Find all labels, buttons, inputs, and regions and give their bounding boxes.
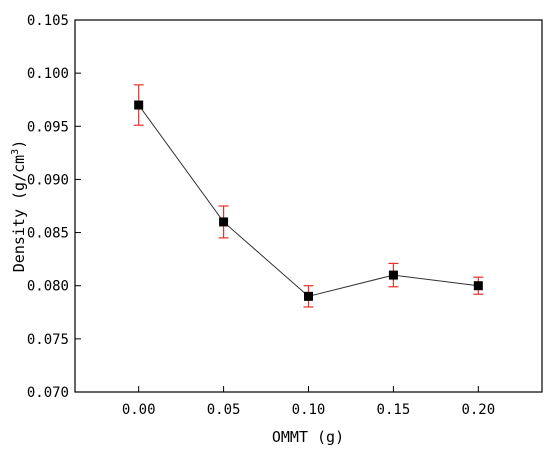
x-tick-label: 0.10	[292, 402, 326, 418]
y-tick-label: 0.075	[27, 332, 69, 348]
y-axis-title: Density (g/cm3)	[10, 140, 28, 272]
series-line-group	[138, 104, 479, 297]
y-axis-title-main: Density (g/cm	[10, 155, 28, 272]
y-tick-label: 0.080	[27, 279, 69, 295]
x-axis-title: OMMT (g)	[272, 428, 344, 446]
plot-frame	[74, 19, 543, 393]
data-point	[304, 291, 313, 301]
y-tick-label: 0.085	[27, 226, 69, 242]
x-axis: 0.00 0.05 0.10 0.15 0.20	[122, 386, 495, 418]
y-tick-label: 0.105	[27, 13, 69, 29]
y-axis: 0.070 0.075 0.080 0.085 0.090 0.095 0.100 0.105	[27, 13, 81, 401]
error-bars-group	[133, 84, 484, 308]
x-tick-label: 0.15	[377, 402, 411, 418]
markers-group	[134, 100, 483, 301]
x-tick-label: 0.20	[461, 402, 495, 418]
y-tick-label: 0.090	[27, 172, 69, 188]
data-point	[134, 100, 144, 110]
y-tick-label: 0.100	[27, 66, 69, 82]
y-axis-title-close: )	[10, 140, 28, 149]
x-tick-label: 0.05	[207, 402, 241, 418]
x-tick-label: 0.00	[122, 402, 156, 418]
data-point	[388, 270, 398, 280]
y-axis-title-superscript: 3	[10, 149, 21, 155]
data-point	[473, 281, 483, 291]
series-line	[138, 104, 479, 297]
data-point	[219, 217, 229, 227]
y-tick-label: 0.070	[27, 385, 69, 401]
y-tick-label: 0.095	[27, 119, 69, 135]
